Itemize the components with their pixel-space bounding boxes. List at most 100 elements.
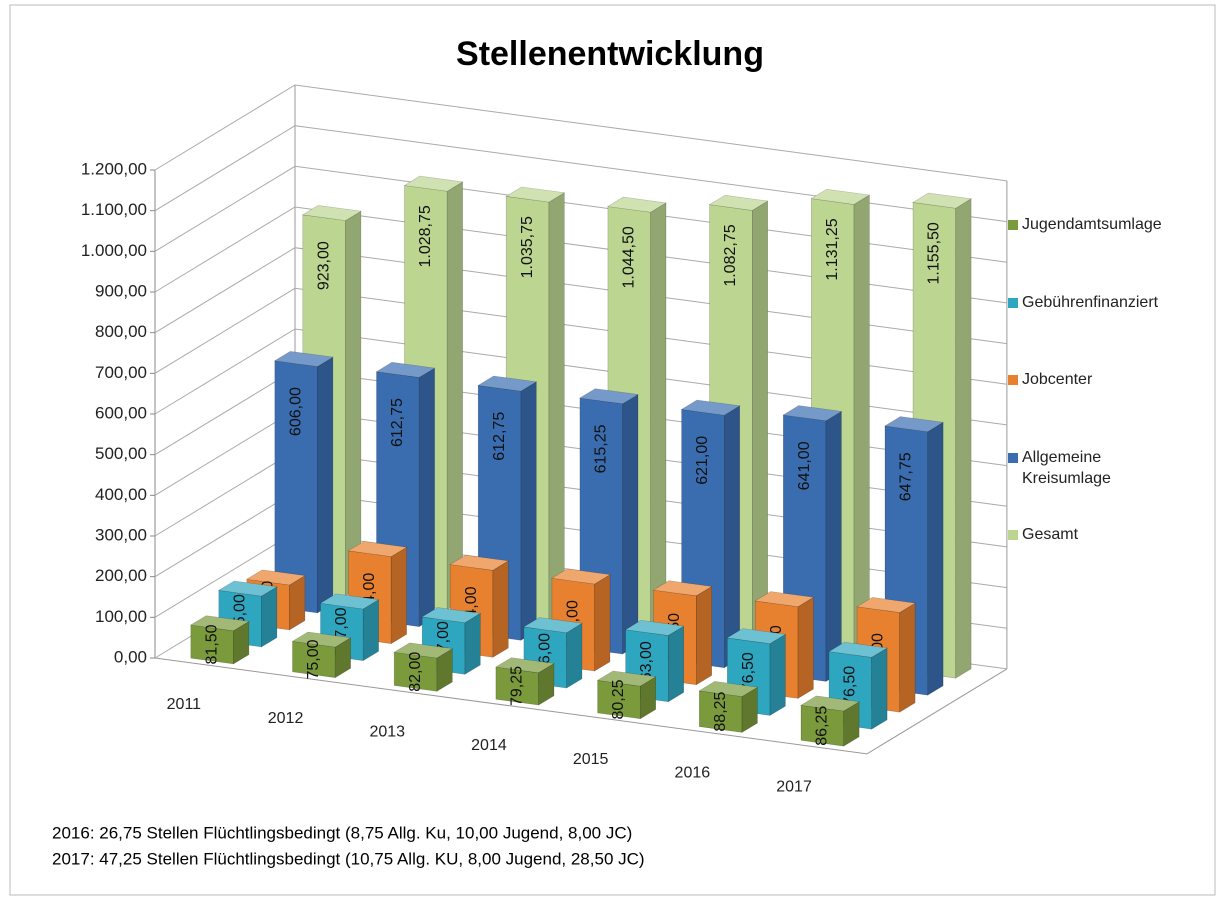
y-tick-label: 1.100,00 <box>81 200 147 219</box>
bar-top-shade <box>190 615 249 631</box>
bar-top <box>596 670 657 687</box>
bar-side-shade <box>520 381 537 641</box>
bar-side-shade <box>261 586 277 647</box>
legend-swatch <box>1008 297 1018 308</box>
bar-top <box>579 388 639 405</box>
y-tick-label: 600,00 <box>95 403 147 422</box>
bar-top-shade <box>376 362 435 378</box>
x-tick-label: 2015 <box>573 751 609 768</box>
value-label: 615,25 <box>592 424 609 473</box>
bar-side-shade <box>363 599 379 661</box>
bar-top <box>828 641 888 658</box>
bar-top-shade <box>495 657 554 673</box>
value-label: 1.035,75 <box>519 216 536 278</box>
chart-frame <box>9 4 1216 896</box>
value-label: 612,75 <box>389 398 406 447</box>
grid-line <box>154 287 1007 385</box>
bar-top <box>403 175 464 192</box>
bar-side-shade <box>927 422 944 696</box>
bar-top-shade <box>302 205 361 221</box>
bar-top <box>810 188 871 205</box>
y-tick-label: 200,00 <box>95 566 147 585</box>
bar-top <box>782 405 843 422</box>
bar-side-shade <box>668 626 684 702</box>
value-label: 621,00 <box>694 436 711 485</box>
legend-label: Allgemeine Kreisumlage <box>1022 448 1111 487</box>
bar-top-shade <box>755 591 814 607</box>
bar-top-shade <box>292 632 351 648</box>
bar-top-shade <box>274 351 333 367</box>
bar-top <box>912 192 972 209</box>
value-label: 647,75 <box>898 452 915 501</box>
bar-side-shade <box>871 648 888 730</box>
bar-top <box>856 597 916 613</box>
x-tick-label: 2013 <box>369 723 405 740</box>
bar-side-shade <box>345 211 361 596</box>
x-tick-label: 2014 <box>471 737 507 754</box>
bar-side-shade <box>899 603 916 713</box>
bar-side-shade <box>650 202 666 637</box>
bar <box>393 642 454 692</box>
bar-top <box>291 631 352 648</box>
bar-top <box>800 695 860 712</box>
bar-side-shade <box>492 560 509 658</box>
bar-top <box>393 642 454 659</box>
value-label: 86,25 <box>814 706 831 746</box>
x-tick-label: 2011 <box>167 696 202 713</box>
bar-side-shade <box>724 405 740 668</box>
bar-side-shade <box>391 547 407 644</box>
bar-top-shade <box>597 671 656 687</box>
bar-top <box>189 615 250 632</box>
x-tick-label: 2012 <box>268 710 304 727</box>
floor-edge <box>154 657 1008 755</box>
x-tick-label: 2016 <box>675 765 711 782</box>
legend-label: Jobcenter <box>1022 371 1093 388</box>
value-label: 1.131,25 <box>824 218 841 280</box>
bar-top-shade <box>727 628 786 644</box>
y-tick-label: 500,00 <box>95 444 147 463</box>
bar-top <box>523 617 583 634</box>
bar-top <box>505 186 566 203</box>
bar-top <box>884 416 944 433</box>
bar-side-shade <box>854 195 870 665</box>
bar <box>273 351 334 614</box>
bar-top <box>495 657 555 674</box>
bar-top-shade <box>653 580 712 596</box>
annotation: 2017: 47,25 Stellen Flüchtlingsbedingt (… <box>52 849 645 868</box>
bar-top <box>607 196 667 213</box>
value-label: 79,25 <box>508 666 525 706</box>
grid-line <box>154 206 1007 304</box>
y-tick-label: 300,00 <box>95 525 147 544</box>
y-tick-label: 1.000,00 <box>81 241 147 260</box>
bar-top <box>624 619 685 636</box>
value-label: 1.044,50 <box>620 226 637 288</box>
bar-top-shade <box>506 187 565 203</box>
bar <box>754 591 815 699</box>
bar <box>596 670 657 720</box>
legend-swatch <box>1008 220 1018 230</box>
bar-top-shade <box>523 617 582 633</box>
value-label: 606,00 <box>287 387 304 436</box>
y-tick-label: 100,00 <box>95 607 147 626</box>
chart-title: Stellenentwicklung <box>456 35 764 73</box>
bar-top-shade <box>709 195 768 211</box>
bar <box>291 631 352 679</box>
grid-line <box>154 247 1007 345</box>
bar-top <box>217 580 278 597</box>
bar-top-shade <box>829 642 888 658</box>
bar-side-shade <box>335 637 351 678</box>
y-tick-label: 0,00 <box>114 647 147 666</box>
legend-label: Gebührenfinanziert <box>1022 293 1159 311</box>
x-tick-label: 2017 <box>776 778 812 795</box>
bar-top <box>375 361 436 378</box>
bar-top <box>754 591 815 608</box>
bar-top-shade <box>783 405 842 421</box>
bar-top <box>652 580 713 597</box>
legend-swatch <box>1008 452 1018 463</box>
bar <box>680 399 741 669</box>
bar <box>800 695 860 747</box>
bar-top-shade <box>579 388 638 404</box>
bar-side-shade <box>770 634 786 716</box>
